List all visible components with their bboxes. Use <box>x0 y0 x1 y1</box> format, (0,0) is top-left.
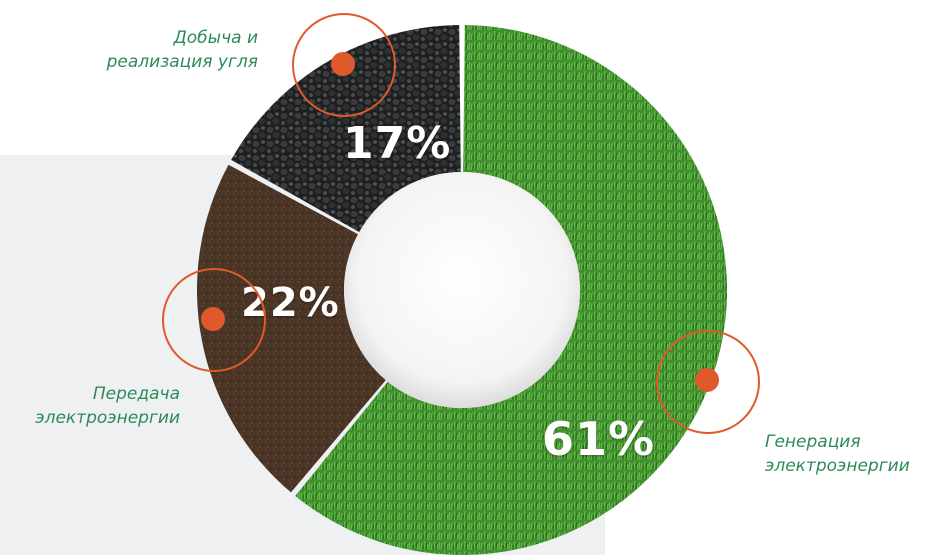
value-label-generation: 61% <box>542 412 656 466</box>
marker-dot-coal <box>331 52 355 76</box>
category-label-coal: Добыча и реализация угля <box>107 26 258 74</box>
marker-dot-transmission <box>201 307 225 331</box>
slice-coal <box>231 25 461 233</box>
category-label-generation-line1: Генерация <box>765 432 861 452</box>
category-label-transmission-line2: электроэнергии <box>35 408 180 428</box>
category-label-transmission-line1: Передача <box>92 384 180 404</box>
slice-transmission <box>197 164 386 493</box>
category-label-generation: Генерация электроэнергии <box>765 430 910 478</box>
slice-generation <box>295 25 727 555</box>
category-label-coal-line2: реализация угля <box>106 52 258 72</box>
value-label-coal: 17% <box>343 118 452 169</box>
marker-dot-generation <box>695 368 719 392</box>
category-label-transmission: Передача электроэнергии <box>35 382 180 430</box>
category-label-generation-line2: электроэнергии <box>765 456 910 476</box>
donut-center-hole <box>344 172 580 408</box>
marker-ring-transmission <box>162 268 266 372</box>
marker-ring-coal <box>292 13 396 117</box>
marker-ring-generation <box>656 330 760 434</box>
donut-slices <box>197 25 727 555</box>
category-label-coal-line1: Добыча и <box>173 28 258 48</box>
